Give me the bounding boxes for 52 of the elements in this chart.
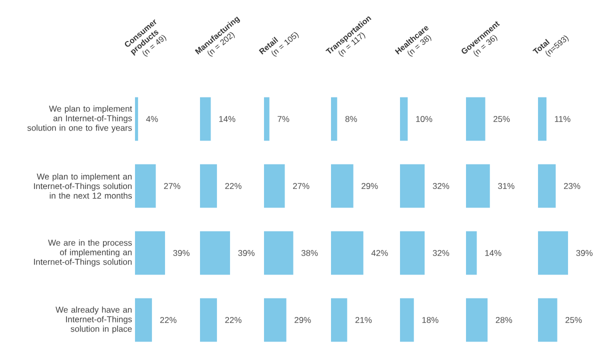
bar <box>466 97 486 141</box>
bar <box>264 164 285 208</box>
data-label: 11% <box>554 116 570 122</box>
bar <box>466 231 477 275</box>
data-label: 14% <box>219 116 236 122</box>
data-label: 28% <box>496 317 512 323</box>
bar <box>135 97 138 141</box>
bar <box>135 164 156 208</box>
data-label: 32% <box>432 183 450 189</box>
y-tick-label: We already have an Internet-of-Things solution in place <box>56 306 132 334</box>
data-label: 42% <box>371 250 388 256</box>
data-label: 10% <box>416 116 432 122</box>
bar <box>331 164 354 208</box>
data-label: 18% <box>422 317 438 323</box>
bar <box>466 298 488 342</box>
data-label: 39% <box>576 250 593 256</box>
data-label: 39% <box>238 250 255 256</box>
bar <box>264 97 270 141</box>
data-label: 32% <box>432 250 450 256</box>
bar <box>135 231 166 275</box>
data-label: 4% <box>146 116 158 122</box>
bar <box>264 231 294 275</box>
bar <box>264 298 286 342</box>
data-label: 29% <box>294 317 311 323</box>
data-label: 21% <box>355 317 372 323</box>
data-label: 27% <box>164 183 180 189</box>
bar <box>331 298 348 342</box>
bar <box>331 231 364 275</box>
y-tick-label: We plan to implement an Internet-of-Things solution in the next 12 months <box>34 173 132 199</box>
data-label: 39% <box>173 250 190 256</box>
data-label: 27% <box>293 183 310 189</box>
data-label: 25% <box>494 116 510 122</box>
data-label: 38% <box>301 250 318 256</box>
data-label: 31% <box>498 183 514 189</box>
data-label: 22% <box>160 317 176 323</box>
bar <box>331 97 338 141</box>
data-label: 23% <box>564 183 580 189</box>
bar <box>538 97 546 141</box>
data-label: 22% <box>225 317 242 323</box>
bar <box>538 231 568 275</box>
bar <box>538 164 556 208</box>
bar <box>135 298 152 342</box>
data-label: 29% <box>362 183 378 189</box>
y-tick-label: We are in the process of implementing an Internet-of-Things solution <box>34 239 132 267</box>
bar <box>466 164 490 208</box>
data-label: 8% <box>345 116 357 122</box>
y-tick-label: We plan to implement an Internet-of-Things solution in one to five years <box>27 105 132 133</box>
bar <box>538 298 558 342</box>
data-label: 22% <box>225 183 242 189</box>
data-label: 7% <box>278 116 290 122</box>
data-label: 14% <box>485 250 502 256</box>
data-label: 25% <box>566 317 582 323</box>
